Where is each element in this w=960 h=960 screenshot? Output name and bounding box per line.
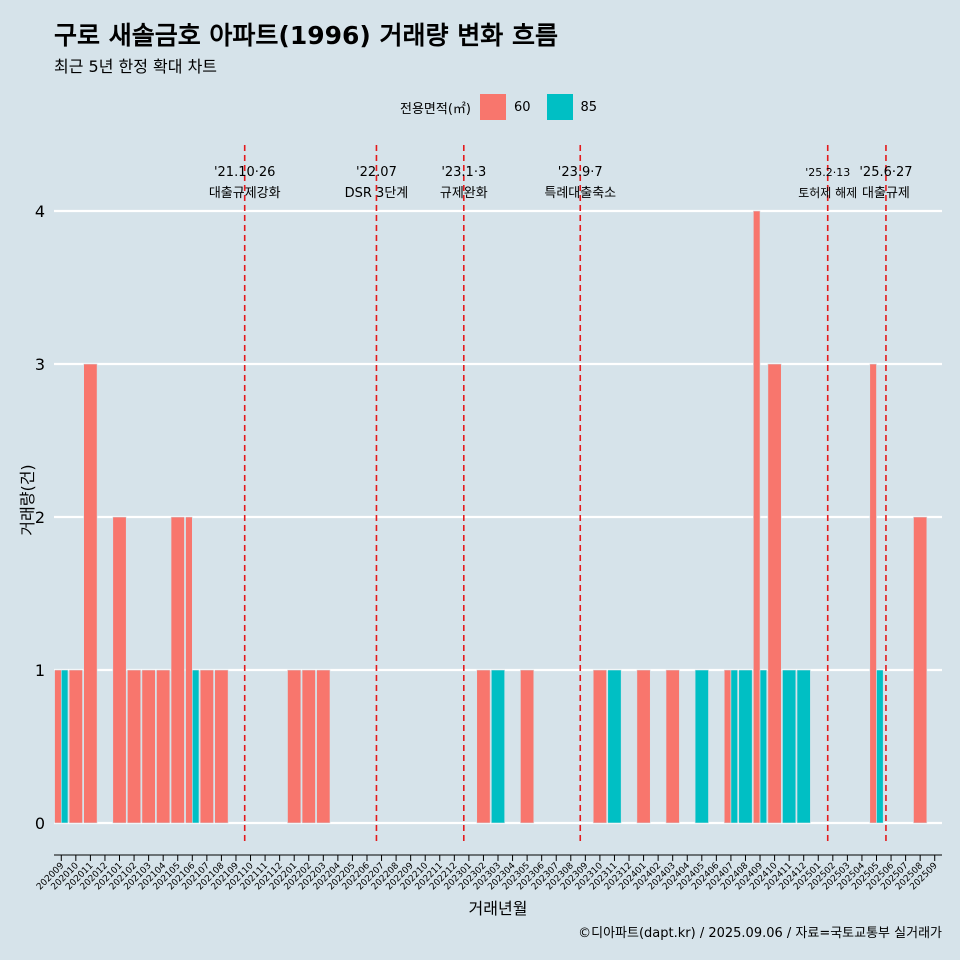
legend-key-60 — [479, 94, 506, 120]
event-label: 특례대출축소 — [544, 186, 616, 201]
event-label: 대출규제 — [862, 186, 910, 201]
chart-title: 구로 새솔금호 아파트(1996) 거래량 변화 흐름 — [54, 21, 558, 50]
bar-85-202409 — [759, 669, 768, 824]
y-tick-label: 0 — [35, 814, 45, 833]
event-label: 대출규제강화 — [209, 186, 281, 201]
bar-60-202409 — [753, 210, 761, 824]
y-tick-label: 2 — [35, 508, 45, 527]
event-date: '22.07 — [356, 165, 397, 180]
bar-60-202108 — [214, 669, 229, 824]
bar-60-202106 — [185, 516, 193, 824]
event-label: DSR 3단계 — [345, 186, 409, 201]
bar-60-202302 — [476, 669, 491, 824]
bar-60-202009 — [54, 669, 62, 824]
bar-85-202408 — [738, 669, 753, 824]
bar-60-202103 — [141, 669, 156, 824]
event-label: 토허제 해제 — [798, 186, 857, 200]
legend-label-60: 60 — [513, 99, 531, 115]
bar-85-202303 — [491, 669, 505, 824]
bar-60-202403 — [665, 669, 680, 824]
event-date: '23.9·7 — [558, 165, 603, 180]
bar-85-202009 — [60, 669, 69, 824]
bar-85-202411 — [782, 669, 797, 824]
bar-60-202305 — [520, 669, 535, 824]
x-axis-title: 거래년월 — [469, 899, 528, 918]
bar-60-202011 — [83, 363, 98, 824]
event-date: '25.6·27 — [859, 165, 912, 180]
bar-60-202401 — [636, 669, 651, 824]
bar-60-202410 — [767, 363, 782, 824]
y-tick-label: 1 — [35, 661, 45, 680]
y-tick-label: 3 — [35, 355, 45, 374]
bar-85-202412 — [796, 669, 811, 824]
legend: 전용면적(㎡) 60 85 — [400, 93, 597, 121]
bar-85-202405 — [694, 669, 709, 824]
bar-60-202505 — [869, 363, 877, 824]
event-date: '23.1·3 — [441, 165, 486, 180]
bar-85-202505 — [876, 669, 884, 824]
bar-85-202407 — [730, 669, 738, 824]
bar-60-202310 — [592, 669, 607, 824]
event-date: '25.2·13 — [805, 166, 850, 179]
y-axis-title: 거래량(건) — [18, 464, 37, 535]
bar-60-202202 — [301, 669, 316, 824]
y-tick-label: 4 — [35, 202, 45, 221]
legend-title: 전용면적(㎡) — [400, 101, 471, 117]
bar-60-202203 — [316, 669, 331, 824]
bar-60-202010 — [68, 669, 83, 824]
bar-60-202102 — [127, 669, 142, 824]
bar-60-202101 — [112, 516, 127, 824]
caption: ©디아파트(dapt.kr) / 2025.09.06 / 자료=국토교통부 실… — [578, 926, 942, 941]
legend-key-85 — [546, 94, 573, 120]
bar-60-202508 — [913, 516, 928, 824]
bar-60-202104 — [156, 669, 171, 824]
bar-85-202106 — [191, 669, 200, 824]
chart-subtitle: 최근 5년 한정 확대 차트 — [54, 57, 218, 76]
bar-85-202311 — [607, 669, 622, 824]
event-date: '21.10·26 — [214, 165, 275, 180]
legend-label-85: 85 — [580, 99, 598, 115]
bar-60-202107 — [199, 669, 214, 824]
bar-60-202407 — [723, 669, 732, 824]
bar-60-202201 — [287, 669, 302, 824]
bar-60-202105 — [170, 516, 185, 824]
event-label: 규제완화 — [440, 186, 488, 201]
